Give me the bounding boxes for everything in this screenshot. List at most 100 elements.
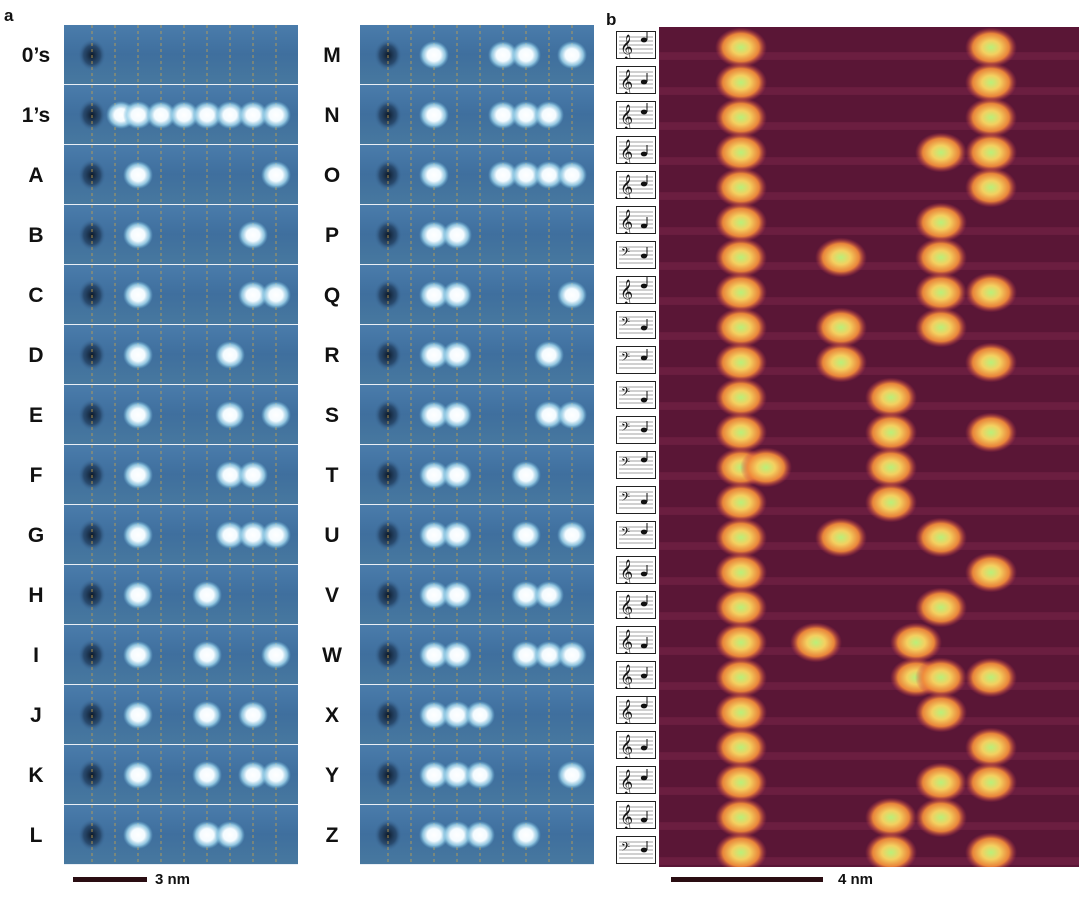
- right-row-label: S: [324, 404, 339, 427]
- atom-bright-spot: [419, 41, 449, 69]
- right-row-5: [360, 325, 594, 385]
- right-row-label: Q: [323, 284, 341, 307]
- right-row-label: X: [324, 704, 339, 727]
- heatmap-atom: [715, 832, 767, 867]
- atom-bright-spot: [557, 161, 587, 189]
- heatmap-atom: [815, 517, 867, 558]
- left-row-label: D: [28, 344, 44, 367]
- atom-bright-spot: [511, 101, 541, 129]
- heatmap-atom: [865, 482, 917, 523]
- atom-bright-spot: [511, 581, 541, 609]
- atom-bright-spot: [419, 641, 449, 669]
- music-note-box: 𝄞: [616, 625, 656, 655]
- atom-bright-spot: [261, 521, 291, 549]
- heatmap-atom: [915, 692, 967, 733]
- atom-bright-spot: [442, 401, 472, 429]
- atom-bright-spot: [442, 641, 472, 669]
- left-row-label: B: [28, 224, 44, 247]
- note-head-icon: [640, 673, 648, 678]
- music-note-box: 𝄢: [616, 310, 656, 339]
- right-row-6: [360, 385, 594, 445]
- bass-clef-icon: 𝄢: [621, 456, 630, 472]
- heatmap-stripe: [659, 367, 1079, 375]
- heatmap-atom: [965, 657, 1017, 698]
- heatmap-atom: [715, 482, 767, 523]
- panel-label-a: a: [4, 6, 14, 25]
- right-row-label: R: [324, 344, 340, 367]
- left-row-6: [64, 385, 298, 445]
- heatmap-atom: [715, 552, 767, 593]
- atom-bright-spot: [123, 221, 153, 249]
- heatmap-atom: [715, 202, 767, 243]
- music-note-box: 𝄢: [616, 415, 656, 444]
- atom-bright-spot: [511, 161, 541, 189]
- heatmap-atom: [915, 237, 967, 278]
- right-row-4: [360, 265, 594, 325]
- left-row-3: [64, 205, 298, 265]
- atom-bright-spot: [123, 821, 153, 849]
- atom-bright-spot: [123, 161, 153, 189]
- heatmap-atom: [915, 762, 967, 803]
- atom-bright-spot: [557, 401, 587, 429]
- atom-bright-spot: [534, 101, 564, 129]
- left-row-label: A: [28, 164, 44, 187]
- left-row-label: K: [28, 764, 44, 787]
- right-row-3: [360, 205, 594, 265]
- treble-clef-icon: 𝄞: [620, 769, 633, 793]
- atom-bright-spot: [146, 101, 176, 129]
- atom-bright-spot: [238, 461, 268, 489]
- heatmap-atom: [815, 342, 867, 383]
- heatmap-stripe: [659, 542, 1079, 550]
- bass-clef-icon: 𝄢: [621, 841, 630, 857]
- atom-bright-spot: [419, 401, 449, 429]
- treble-clef-icon: 𝄞: [620, 734, 633, 758]
- left-row-5: [64, 325, 298, 385]
- note-head-icon: [640, 79, 648, 84]
- atom-bright-spot: [123, 281, 153, 309]
- heatmap-stripe: [659, 52, 1079, 60]
- atom-bright-spot: [442, 461, 472, 489]
- heatmap-atom: [865, 447, 917, 488]
- atom-bright-spot: [123, 641, 153, 669]
- right-row-label: T: [325, 464, 339, 487]
- scalebar-b-label: 4 nm: [838, 871, 874, 888]
- left-row-7: [64, 445, 298, 505]
- atom-bright-spot: [442, 761, 472, 789]
- atom-bright-spot: [238, 101, 268, 129]
- music-note-box: 𝄞: [616, 730, 656, 760]
- atom-bright-spot: [511, 521, 541, 549]
- atom-bright-spot: [419, 521, 449, 549]
- right-row-8: [360, 505, 594, 565]
- atom-bright-spot: [419, 161, 449, 189]
- music-note-box: 𝄢: [616, 450, 656, 479]
- stm-heatmap: [659, 27, 1079, 867]
- right-row-11: [360, 685, 594, 745]
- left-row-9: [64, 565, 298, 625]
- atom-bright-spot: [442, 281, 472, 309]
- atom-bright-spot: [419, 281, 449, 309]
- heatmap-atom: [715, 657, 767, 698]
- heatmap-atom: [915, 797, 967, 838]
- heatmap-atom: [965, 167, 1017, 208]
- atom-bright-spot: [442, 221, 472, 249]
- treble-clef-icon: 𝄞: [620, 559, 633, 583]
- note-head-icon: [640, 817, 648, 822]
- treble-clef-icon: 𝄞: [620, 629, 633, 653]
- heatmap-atom: [965, 62, 1017, 103]
- music-note-box: 𝄢: [616, 520, 656, 549]
- atom-bright-spot: [261, 401, 291, 429]
- scalebar-a: [73, 877, 147, 882]
- atom-bright-spot: [465, 761, 495, 789]
- bass-clef-icon: 𝄢: [621, 526, 630, 542]
- heatmap-stripe: [659, 682, 1079, 690]
- treble-clef-icon: 𝄞: [620, 69, 633, 93]
- heatmap-atom: [715, 97, 767, 138]
- music-note-box: 𝄞: [616, 205, 656, 235]
- treble-clef-icon: 𝄞: [620, 174, 633, 198]
- heatmap-stripe: [659, 647, 1079, 655]
- atom-bright-spot: [192, 761, 222, 789]
- heatmap-atom: [865, 412, 917, 453]
- atom-bright-spot: [465, 821, 495, 849]
- atom-bright-spot: [192, 701, 222, 729]
- left-row-label: 0’s: [21, 44, 51, 67]
